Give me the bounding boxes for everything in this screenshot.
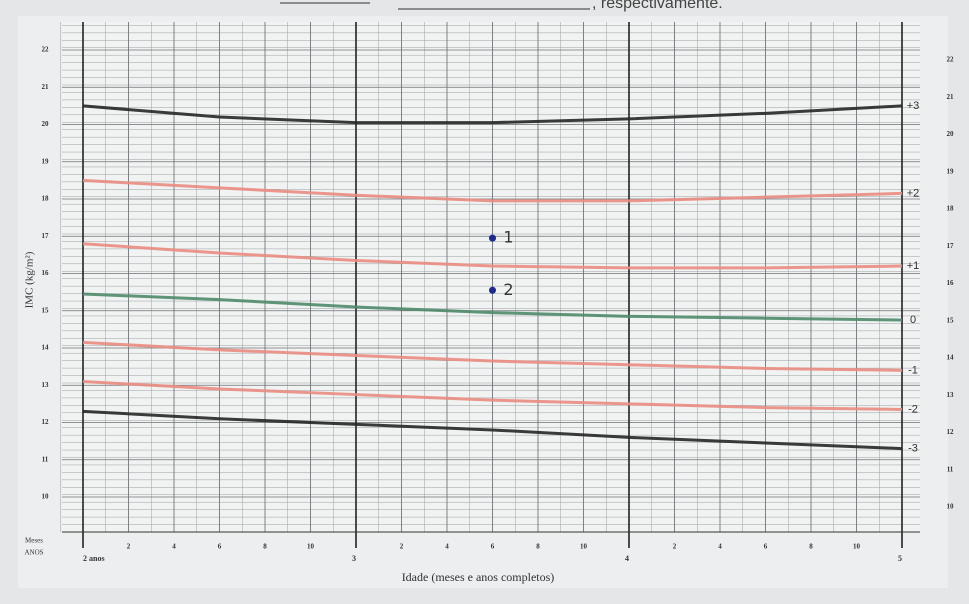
y-axis-title: IMC (kg/m²) [24, 251, 36, 308]
row-label: ANOS [24, 549, 43, 557]
y-tick-label: 13 [42, 381, 50, 389]
x-tick-label: 2 [673, 543, 677, 551]
y-tick-label-right: 20 [947, 130, 955, 138]
y-tick-label: 15 [42, 306, 50, 314]
y-tick-label-right: 14 [947, 354, 955, 362]
line-label: -2 [908, 403, 918, 415]
year-tick-label: 4 [625, 554, 629, 563]
x-tick-label: 4 [445, 543, 449, 551]
z-score-line [82, 340, 903, 372]
z-score-line [82, 178, 903, 203]
year-tick-label: 5 [898, 554, 902, 563]
y-tick-label: 16 [42, 269, 50, 277]
line-label: +2 [907, 187, 920, 199]
row-label: Meses [25, 537, 43, 545]
y-tick-label: 20 [42, 120, 50, 128]
header-text: , respectivamente. [592, 0, 723, 12]
plot-area [62, 22, 920, 532]
y-tick-label: 11 [42, 455, 49, 463]
y-tick-label-right: 12 [947, 428, 955, 436]
z-score-line [82, 409, 903, 451]
year-tick-label: 3 [352, 554, 356, 563]
y-tick-label: 10 [42, 493, 50, 501]
x-tick-label: 6 [218, 543, 222, 551]
z-score-line [82, 104, 903, 125]
y-tick-label: 19 [42, 157, 50, 165]
y-tick-label: 21 [42, 83, 50, 91]
x-tick-label: 6 [491, 543, 495, 551]
y-tick-label-right: 15 [947, 316, 955, 324]
x-tick-label: 4 [172, 543, 176, 551]
line-label: +1 [907, 260, 920, 272]
year-tick-label: 2 anos [83, 554, 105, 563]
point-label: 1 [503, 228, 513, 247]
x-tick-label: 8 [809, 543, 813, 551]
y-tick-label-right: 16 [947, 279, 955, 287]
y-tick-label: 12 [42, 418, 50, 426]
y-tick-label-right: 13 [947, 391, 955, 399]
x-tick-label: 10 [853, 543, 861, 551]
data-point [489, 286, 496, 294]
x-tick-label: 2 [127, 543, 131, 551]
line-label: -1 [908, 364, 918, 376]
y-tick-label-right: 17 [947, 242, 955, 250]
y-tick-label-right: 10 [947, 503, 955, 511]
y-tick-label: 14 [42, 344, 50, 352]
y-tick-label-right: 22 [947, 56, 955, 64]
line-label: +3 [907, 100, 920, 112]
x-tick-label: 2 [400, 543, 404, 551]
x-tick-label: 8 [263, 543, 267, 551]
y-tick-label: 18 [42, 195, 50, 203]
x-tick-label: 10 [580, 543, 588, 551]
z-score-line [82, 380, 903, 411]
x-tick-label: 10 [307, 543, 315, 551]
point-label: 2 [503, 280, 513, 299]
x-axis-title: Idade (meses e anos completos) [402, 570, 555, 584]
y-tick-label: 22 [42, 46, 50, 54]
z-score-line [82, 292, 903, 322]
line-label: 0 [910, 314, 916, 326]
data-point [489, 234, 496, 242]
x-tick-label: 4 [718, 543, 722, 551]
y-tick-label-right: 21 [947, 93, 955, 101]
y-tick-label-right: 11 [947, 465, 954, 473]
y-tick-label: 17 [42, 232, 50, 240]
z-score-line [82, 242, 903, 270]
x-tick-label: 8 [536, 543, 540, 551]
y-tick-label-right: 18 [947, 205, 955, 213]
y-tick-label-right: 19 [947, 167, 955, 175]
x-tick-label: 6 [764, 543, 768, 551]
line-label: -3 [908, 442, 918, 454]
